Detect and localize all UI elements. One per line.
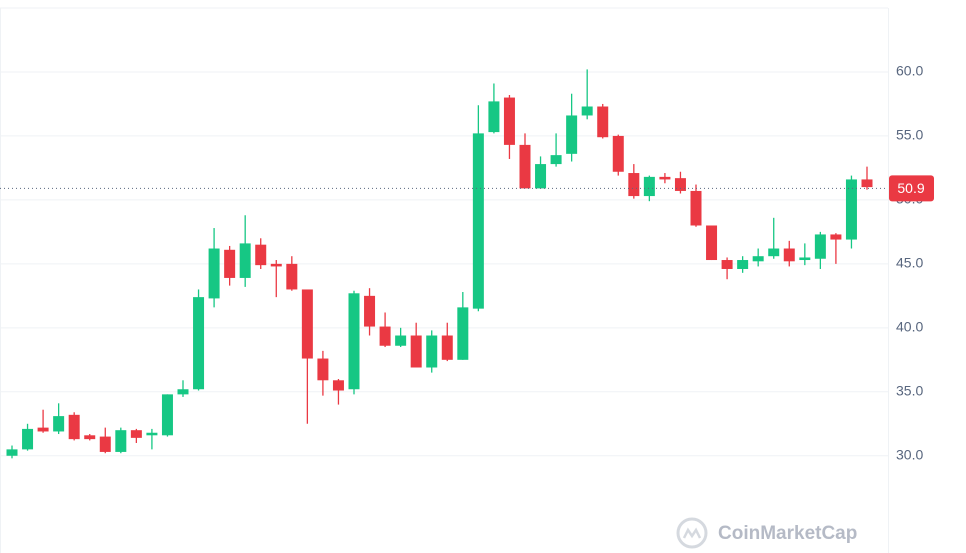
candle-body xyxy=(255,244,267,266)
y-tick-label: 30.0 xyxy=(896,446,923,462)
candle-body xyxy=(332,380,344,391)
candle-body xyxy=(830,234,842,240)
candle-body xyxy=(130,430,142,438)
y-tick-label: 35.0 xyxy=(896,383,923,399)
candle-body xyxy=(410,335,422,368)
candle-body xyxy=(161,394,173,436)
watermark: CoinMarketCap xyxy=(718,523,857,544)
candle-body xyxy=(37,427,49,432)
candle-body xyxy=(550,155,562,165)
candle-body xyxy=(22,428,34,450)
candle-body xyxy=(503,97,515,145)
candle-body xyxy=(53,416,65,432)
candle-body xyxy=(115,430,127,452)
candle-body xyxy=(146,432,158,436)
candle-body xyxy=(395,335,407,346)
y-tick-label: 60.0 xyxy=(896,63,923,79)
candle-body xyxy=(612,135,624,172)
candle-body xyxy=(737,260,749,269)
candle-body xyxy=(6,449,18,456)
candle-body xyxy=(84,435,96,440)
candle-body xyxy=(224,249,236,278)
candle-body xyxy=(270,263,282,267)
candle-body xyxy=(706,225,718,261)
y-tick-label: 45.0 xyxy=(896,255,923,271)
candle-body xyxy=(861,179,873,188)
candle-body xyxy=(628,173,640,197)
candle-body xyxy=(659,176,671,180)
candle-body xyxy=(535,164,547,189)
candle-body xyxy=(68,414,80,440)
candle-body xyxy=(488,101,500,133)
candle-body xyxy=(286,263,298,290)
candle-body xyxy=(814,234,826,259)
candle-body xyxy=(597,106,609,138)
candle-body xyxy=(783,248,795,262)
candle-body xyxy=(441,335,453,360)
candle-body xyxy=(379,326,391,346)
candle-body xyxy=(208,248,220,299)
candle-body xyxy=(799,257,811,261)
candle-body xyxy=(768,248,780,257)
candle-body xyxy=(566,115,578,154)
watermark-logo xyxy=(676,517,708,549)
candle-body xyxy=(721,260,733,269)
candle-body xyxy=(752,256,764,262)
candle-body xyxy=(426,335,438,368)
candle-body xyxy=(177,389,189,395)
grid xyxy=(0,71,888,457)
candle-body xyxy=(348,293,360,390)
candle-body xyxy=(472,133,484,309)
candle-body xyxy=(674,178,686,191)
y-tick-label: 55.0 xyxy=(896,127,923,143)
candle-body xyxy=(364,295,376,327)
current-price-tag xyxy=(889,175,934,202)
candle-body xyxy=(193,297,205,390)
candle-body xyxy=(317,358,329,381)
candle-body xyxy=(519,144,531,189)
current-price-label: 50.9 xyxy=(897,180,924,196)
candle-body xyxy=(581,106,593,116)
candle-body xyxy=(643,176,655,197)
candle-body xyxy=(845,179,857,240)
candle-body xyxy=(239,243,251,278)
candle-body xyxy=(99,436,111,452)
candle-body xyxy=(457,307,469,360)
y-tick-label: 40.0 xyxy=(896,319,923,335)
candle-body xyxy=(301,289,313,359)
candle-body xyxy=(690,190,702,226)
